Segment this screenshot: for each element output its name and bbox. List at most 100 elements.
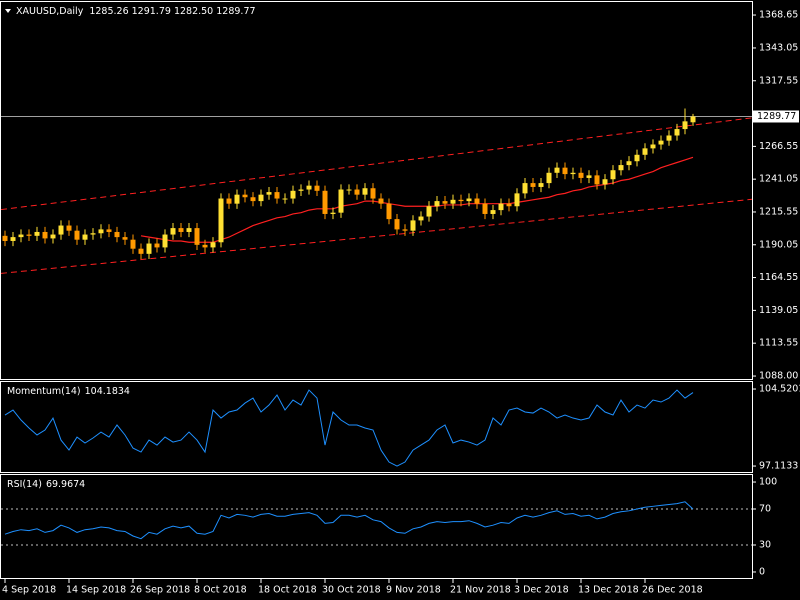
candle-body xyxy=(442,201,448,204)
x-tick-label: 18 Oct 2018 xyxy=(258,585,317,596)
candle-body xyxy=(98,229,104,234)
y-tick-label: 1139.05 xyxy=(759,305,798,316)
y-tick-label: 70 xyxy=(759,504,771,515)
price-tag-box xyxy=(753,110,799,123)
candle-body xyxy=(42,231,48,239)
candle-body xyxy=(274,192,280,199)
candle-body xyxy=(642,148,648,155)
x-tick-label: 4 Sep 2018 xyxy=(2,585,56,596)
candle-body xyxy=(298,189,304,191)
y-tick-label: 1190.05 xyxy=(759,239,798,250)
candle-body xyxy=(610,170,616,180)
x-tick-label: 13 Dec 2018 xyxy=(578,585,639,596)
y-tick-label: 0 xyxy=(759,566,765,577)
candle-body xyxy=(58,225,64,235)
candle-body xyxy=(218,198,224,243)
y-tick-label: 1241.05 xyxy=(759,174,798,185)
candle-body xyxy=(482,203,488,214)
candle-body xyxy=(594,175,600,185)
candle-body xyxy=(506,203,512,207)
x-tick-label: 26 Sep 2018 xyxy=(130,585,190,596)
candle-body xyxy=(82,234,88,240)
y-tick-label: 1215.55 xyxy=(759,206,798,217)
candle-body xyxy=(178,228,184,232)
candle-body xyxy=(458,199,464,202)
candle-body xyxy=(602,179,608,185)
rsi-header: RSI(14) 69.9674 xyxy=(7,479,85,490)
candle-body xyxy=(266,192,272,195)
candle-body xyxy=(434,201,440,207)
y-tick-label: 1266.55 xyxy=(759,141,798,152)
y-tick-label: 1317.55 xyxy=(759,75,798,86)
indicator-title: RSI(14) xyxy=(7,479,42,490)
candle-body xyxy=(370,188,376,199)
y-tick-label: 1113.55 xyxy=(759,338,798,349)
candle-body xyxy=(74,230,80,240)
panel-frame xyxy=(0,1,753,380)
candle-body xyxy=(530,183,536,187)
indicator-title: Momentum(14) xyxy=(7,386,81,397)
y-tick-label: 1164.55 xyxy=(759,272,798,283)
candle-body xyxy=(514,193,520,207)
candle-body xyxy=(138,248,144,254)
x-tick-label: 9 Nov 2018 xyxy=(386,585,441,596)
indicator-line xyxy=(4,501,694,540)
candle-body xyxy=(34,231,40,236)
candle-body xyxy=(490,210,496,214)
candle-body xyxy=(170,228,176,235)
menu-arrow[interactable] xyxy=(5,9,11,13)
candle-body xyxy=(538,183,544,187)
candle-body xyxy=(394,219,400,230)
candle-body xyxy=(522,183,528,194)
candle-body xyxy=(146,243,152,254)
candle-body xyxy=(18,234,24,238)
candle-body xyxy=(234,194,240,204)
candle-body xyxy=(426,206,432,217)
y-tick-label: 30 xyxy=(759,539,771,550)
candle-body xyxy=(258,194,264,202)
y-tick-label: 1088.00 xyxy=(759,371,798,382)
candle-body xyxy=(570,172,576,175)
candle-body xyxy=(226,198,232,204)
candle-body xyxy=(2,235,8,241)
candle-body xyxy=(690,116,696,123)
symbol: XAUUSD,Daily xyxy=(16,6,84,17)
panel-frame xyxy=(0,474,753,579)
candle-body xyxy=(114,231,120,238)
candle-body xyxy=(562,167,568,175)
candle-body xyxy=(282,198,288,200)
candle-body xyxy=(554,167,560,173)
channel-line xyxy=(0,198,753,274)
moving-average xyxy=(140,156,694,243)
y-tick-label: 1343.05 xyxy=(759,42,798,53)
candle-body xyxy=(26,234,32,236)
candle-body xyxy=(66,225,72,231)
candle-body xyxy=(474,198,480,204)
candle-body xyxy=(130,239,136,249)
momentum-header: Momentum(14) 104.1834 xyxy=(7,386,130,397)
candle-body xyxy=(618,165,624,171)
y-tick-label: 97.1133 xyxy=(759,461,798,472)
candle-body xyxy=(106,229,112,232)
candle-body xyxy=(450,199,456,204)
candle-body xyxy=(354,189,360,195)
candle-body xyxy=(346,189,352,191)
candle-body xyxy=(250,197,256,202)
candle-body xyxy=(674,129,680,136)
candle-body xyxy=(546,172,552,184)
candle-body xyxy=(122,237,128,240)
candle-body xyxy=(682,121,688,130)
candle-body xyxy=(210,242,216,248)
indicator-value: 69.9674 xyxy=(46,479,85,490)
candle-body xyxy=(322,190,328,214)
candle-body xyxy=(402,229,408,231)
ohlc: 1285.26 1291.79 1282.50 1289.77 xyxy=(89,6,255,17)
candle-body xyxy=(362,188,368,195)
candle-body xyxy=(466,198,472,202)
candle-body xyxy=(90,233,96,235)
x-tick-label: 3 Dec 2018 xyxy=(514,585,569,596)
candle-body xyxy=(338,189,344,213)
y-tick-label: 104.5201 xyxy=(759,384,800,395)
y-tick-label: 100 xyxy=(759,477,777,488)
indicator-line xyxy=(4,389,694,467)
